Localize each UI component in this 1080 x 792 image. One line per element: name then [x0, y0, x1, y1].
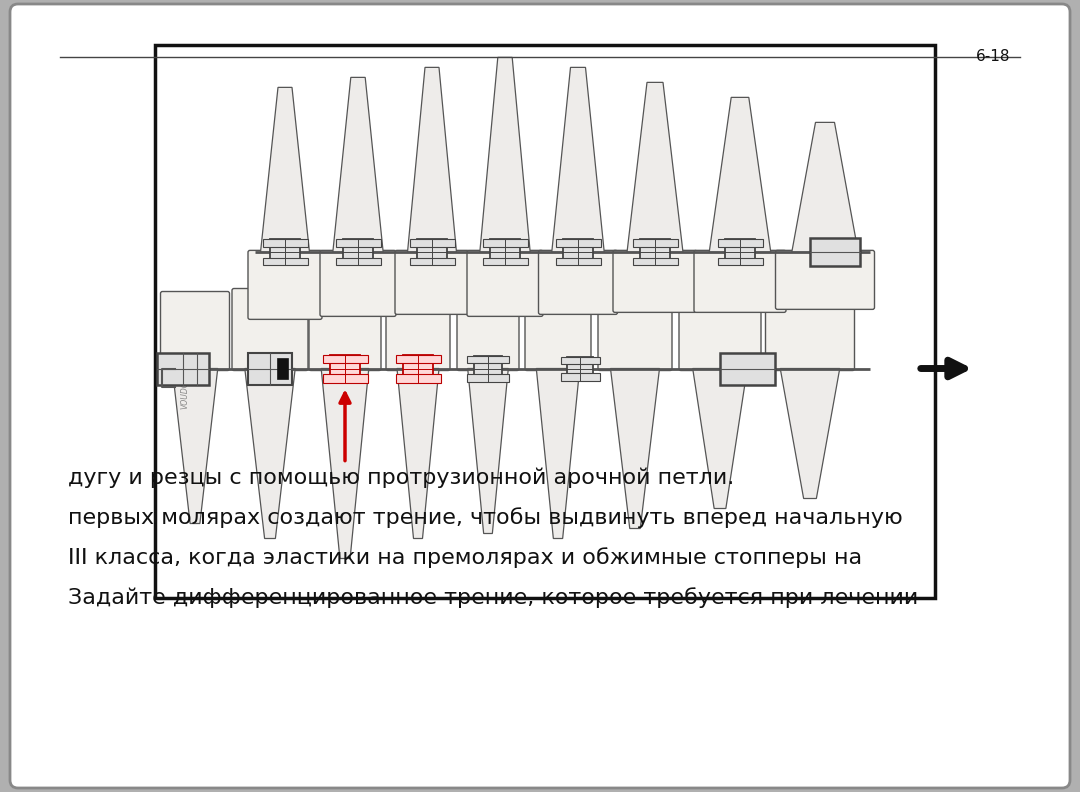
Polygon shape — [537, 368, 580, 539]
FancyBboxPatch shape — [386, 299, 450, 371]
FancyBboxPatch shape — [10, 4, 1070, 788]
Polygon shape — [260, 87, 310, 253]
Bar — [717, 257, 762, 265]
Bar — [323, 374, 367, 383]
Bar — [417, 239, 447, 265]
FancyBboxPatch shape — [248, 250, 322, 319]
Bar — [555, 257, 600, 265]
Bar — [483, 239, 527, 247]
FancyBboxPatch shape — [598, 299, 672, 371]
Bar — [720, 352, 775, 384]
Bar — [725, 239, 755, 265]
Bar — [555, 239, 600, 247]
Text: Задайте дифференцированное трение, которое требуется при лечении: Задайте дифференцированное трение, котор… — [68, 587, 918, 607]
FancyBboxPatch shape — [539, 250, 618, 314]
Polygon shape — [321, 368, 368, 558]
FancyBboxPatch shape — [320, 250, 396, 316]
Bar — [270, 239, 300, 265]
Polygon shape — [627, 82, 683, 253]
Bar — [467, 356, 509, 364]
Bar — [640, 239, 670, 265]
FancyBboxPatch shape — [766, 302, 854, 371]
Bar — [262, 239, 308, 247]
Bar — [633, 239, 677, 247]
FancyBboxPatch shape — [395, 250, 469, 314]
Bar — [567, 356, 593, 380]
Bar — [474, 356, 502, 382]
Bar — [467, 374, 509, 382]
Polygon shape — [468, 368, 509, 534]
Bar — [278, 359, 288, 379]
Bar — [330, 355, 360, 383]
Bar — [810, 238, 860, 266]
Bar — [403, 355, 433, 383]
Polygon shape — [397, 368, 438, 539]
Bar — [262, 257, 308, 265]
Bar — [490, 239, 519, 265]
Polygon shape — [792, 123, 859, 253]
Text: первых молярах создают трение, чтобы выдвинуть вперед начальную: первых молярах создают трение, чтобы выд… — [68, 507, 903, 527]
Text: III класса, когда эластики на премолярах и обжимные стопперы на: III класса, когда эластики на премолярах… — [68, 547, 862, 568]
Bar — [156, 45, 935, 598]
Text: VOUDOURIS: VOUDOURIS — [180, 362, 189, 409]
Bar — [561, 356, 599, 364]
Polygon shape — [610, 368, 660, 528]
Bar — [395, 374, 441, 383]
Bar — [248, 352, 292, 384]
Polygon shape — [780, 368, 840, 498]
Polygon shape — [710, 97, 771, 253]
FancyBboxPatch shape — [467, 250, 543, 316]
FancyBboxPatch shape — [613, 250, 697, 312]
FancyBboxPatch shape — [679, 296, 761, 371]
Bar — [395, 355, 441, 363]
Bar — [336, 257, 380, 265]
Polygon shape — [407, 67, 457, 253]
Bar — [343, 239, 373, 265]
Text: дугу и резцы с помощью протрузионной арочной петли.: дугу и резцы с помощью протрузионной аро… — [68, 467, 734, 488]
Polygon shape — [480, 57, 530, 253]
Bar — [717, 239, 762, 247]
Polygon shape — [552, 67, 604, 253]
Polygon shape — [692, 368, 747, 508]
Text: 6-18: 6-18 — [975, 49, 1010, 64]
Bar — [561, 373, 599, 380]
Bar — [157, 352, 210, 384]
FancyBboxPatch shape — [694, 250, 786, 312]
FancyBboxPatch shape — [309, 295, 381, 371]
Bar — [336, 239, 380, 247]
FancyBboxPatch shape — [775, 250, 875, 310]
Bar — [483, 257, 527, 265]
Bar — [633, 257, 677, 265]
Bar — [563, 239, 593, 265]
Polygon shape — [172, 368, 218, 524]
FancyBboxPatch shape — [161, 291, 229, 371]
FancyBboxPatch shape — [457, 302, 519, 371]
Bar — [409, 239, 455, 247]
Polygon shape — [333, 78, 383, 253]
FancyBboxPatch shape — [525, 299, 591, 371]
Polygon shape — [245, 368, 295, 539]
Bar — [409, 257, 455, 265]
FancyBboxPatch shape — [232, 288, 308, 371]
Bar — [323, 355, 367, 363]
